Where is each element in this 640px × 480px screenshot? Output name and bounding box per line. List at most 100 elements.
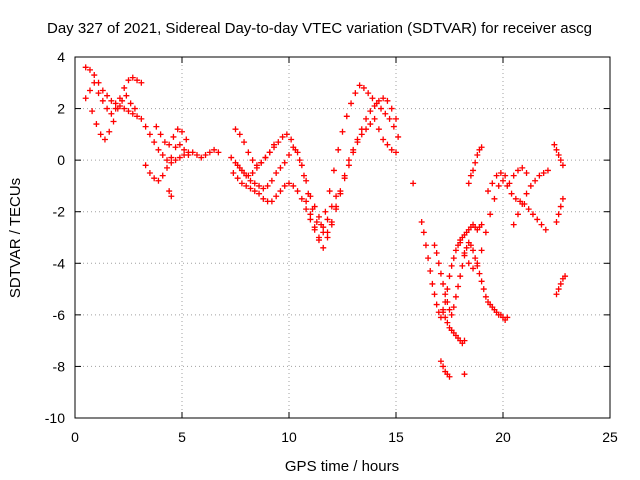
data-point-a: [151, 139, 158, 146]
data-point-g: [300, 172, 307, 179]
data-point-l: [431, 291, 438, 298]
data-point-m: [437, 270, 444, 277]
data-point-m: [444, 298, 451, 305]
data-point-g: [356, 82, 363, 89]
data-point-i: [311, 203, 318, 210]
data-point-g: [326, 188, 333, 195]
data-point-b: [108, 110, 115, 117]
data-point-e: [183, 136, 190, 143]
data-point-h: [294, 188, 301, 195]
data-point-k: [307, 211, 314, 218]
data-point-t: [536, 172, 543, 179]
data-point-b: [82, 95, 89, 102]
data-point-g: [275, 139, 282, 146]
data-point-m: [463, 244, 470, 251]
data-point-g: [288, 136, 295, 143]
data-point-r: [457, 239, 464, 246]
data-point-w: [553, 291, 560, 298]
data-point-b: [121, 84, 128, 91]
data-point-s: [523, 170, 530, 177]
data-point-h: [320, 244, 327, 251]
x-tick-label: 0: [71, 429, 79, 445]
data-point-f: [168, 193, 175, 200]
data-point-g: [378, 105, 385, 112]
data-point-b: [99, 97, 106, 104]
y-tick-label: 4: [57, 49, 65, 65]
data-point-t: [523, 190, 530, 197]
data-point-d: [164, 164, 171, 171]
data-point-g: [348, 100, 355, 107]
data-point-j: [241, 139, 248, 146]
data-point-h: [363, 115, 370, 122]
data-point-e: [157, 131, 164, 138]
data-point-g: [249, 170, 256, 177]
x-tick-label: 25: [602, 429, 618, 445]
data-point-i: [268, 177, 275, 184]
data-point-o: [446, 373, 453, 380]
data-point-a: [112, 100, 119, 107]
data-point-i: [264, 182, 271, 189]
data-point-h: [298, 195, 305, 202]
data-point-g: [335, 146, 342, 153]
data-point-a: [129, 110, 136, 117]
data-point-u: [555, 151, 562, 158]
y-tick-label: -10: [45, 410, 65, 426]
data-point-d: [159, 172, 166, 179]
data-point-l: [418, 219, 425, 226]
data-point-s: [489, 180, 496, 187]
data-point-a: [159, 151, 166, 158]
x-axis-label: GPS time / hours: [285, 458, 399, 475]
data-point-i: [294, 149, 301, 156]
data-point-a: [108, 97, 115, 104]
data-point-b: [134, 77, 141, 84]
data-point-m: [431, 242, 438, 249]
data-point-s: [510, 172, 517, 179]
data-point-a: [146, 131, 153, 138]
data-point-s: [493, 172, 500, 179]
axis-tick-marks: [74, 56, 611, 419]
data-point-h: [260, 195, 267, 202]
data-point-m: [455, 283, 462, 290]
data-point-i: [286, 151, 292, 158]
data-point-h: [307, 216, 314, 223]
data-point-u: [551, 141, 558, 148]
data-point-e: [161, 139, 168, 146]
x-tick-label: 20: [495, 429, 511, 445]
data-point-a: [86, 66, 93, 73]
data-point-e: [153, 123, 160, 130]
y-tick-label: -6: [53, 307, 66, 323]
data-point-i: [238, 167, 245, 174]
data-point-r: [495, 182, 502, 189]
data-point-e: [166, 141, 173, 148]
data-point-l: [420, 229, 427, 236]
data-point-n: [461, 337, 468, 344]
data-point-d: [172, 144, 179, 151]
data-point-t: [514, 211, 521, 218]
data-point-i: [281, 159, 288, 166]
plot-frame: [74, 56, 611, 419]
data-point-g: [365, 90, 372, 97]
data-point-p: [461, 371, 468, 378]
data-point-d: [181, 146, 188, 153]
data-point-o: [440, 363, 447, 370]
data-point-r: [461, 249, 468, 256]
data-point-g: [330, 167, 337, 174]
x-tick-label: 15: [388, 429, 404, 445]
data-point-c: [123, 92, 130, 99]
data-point-h: [375, 97, 382, 104]
data-point-c: [127, 100, 134, 107]
data-point-k: [303, 198, 310, 205]
data-point-b: [129, 74, 136, 81]
data-point-g: [343, 113, 350, 120]
data-point-h: [371, 102, 378, 109]
data-point-h: [256, 190, 263, 197]
data-point-i: [251, 180, 258, 187]
data-point-f: [166, 188, 173, 195]
data-point-m: [457, 273, 464, 280]
data-point-r: [478, 247, 485, 254]
data-point-v: [557, 203, 564, 210]
data-point-h: [251, 188, 258, 195]
data-point-i: [375, 126, 382, 133]
data-point-t: [540, 170, 547, 177]
data-point-h: [247, 185, 254, 192]
